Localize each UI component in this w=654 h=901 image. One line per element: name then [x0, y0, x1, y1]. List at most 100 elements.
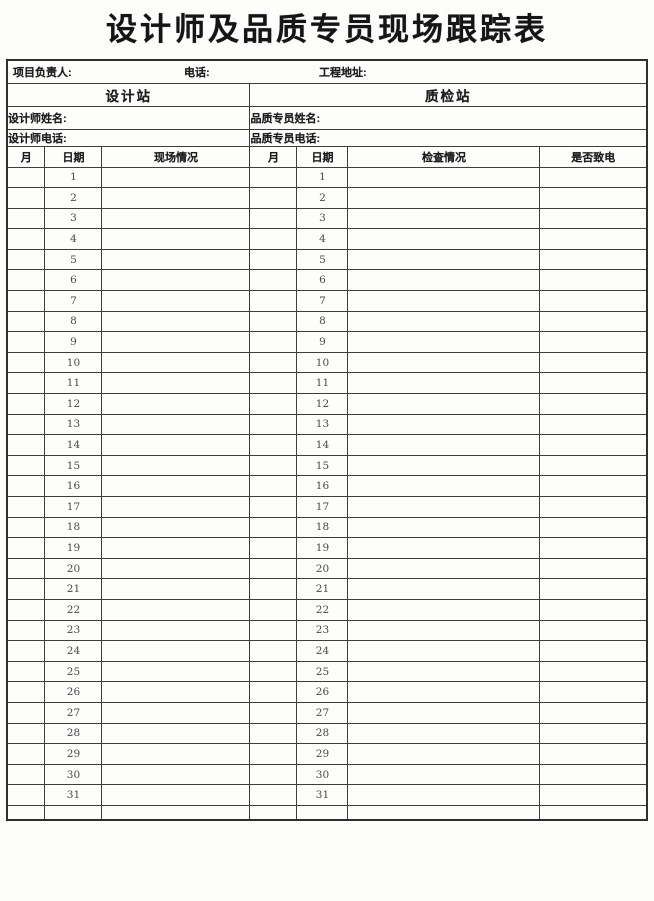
inspection-status-cell	[347, 804, 541, 821]
month-right-cell	[249, 207, 298, 230]
date-right-cell: 13	[296, 413, 349, 436]
date-right-cell: 25	[296, 660, 349, 683]
design-station-header: 设计站	[6, 82, 251, 107]
site-status-cell	[101, 537, 251, 559]
specialist-name-label: 品质专员姓名:	[249, 105, 648, 130]
month-right-cell	[249, 598, 298, 621]
site-status-cell	[101, 598, 251, 621]
month-left-cell	[6, 207, 46, 230]
date-left-cell: 28	[44, 722, 103, 745]
site-status-cell	[101, 393, 251, 415]
month-right-cell	[249, 248, 298, 271]
inspection-status-cell	[347, 372, 541, 395]
month-left-cell	[6, 228, 46, 250]
month-right-cell	[249, 269, 298, 292]
site-status-cell	[101, 722, 251, 745]
inspection-status-cell	[347, 578, 541, 600]
date-right-cell: 16	[296, 475, 349, 497]
month-right-cell	[249, 413, 298, 436]
date-right-cell: 3	[296, 207, 349, 230]
date-right-cell: 23	[296, 619, 349, 642]
date-left-cell: 29	[44, 743, 103, 765]
site-status-cell	[101, 454, 251, 477]
called-cell	[539, 207, 648, 230]
date-right-cell: 22	[296, 598, 349, 621]
day-row: 18 18	[6, 516, 648, 539]
called-cell	[539, 701, 648, 724]
month-right-cell	[249, 187, 298, 209]
date-left-cell: 14	[44, 434, 103, 456]
called-cell	[539, 434, 648, 456]
day-row: 31 31	[6, 784, 648, 806]
site-status-cell	[101, 372, 251, 395]
day-row: 24 24	[6, 640, 648, 662]
designer-name-label: 设计师姓名:	[6, 105, 251, 130]
date-left-cell: 19	[44, 537, 103, 559]
day-row: 20 20	[6, 557, 648, 580]
inspection-status-cell	[347, 537, 541, 559]
date-right-cell: 7	[296, 290, 349, 312]
called-cell	[539, 228, 648, 250]
month-left-cell	[6, 310, 46, 333]
day-row: 15 15	[6, 454, 648, 477]
date-left-cell: 10	[44, 351, 103, 374]
month-left-cell	[6, 681, 46, 703]
site-status-cell	[101, 619, 251, 642]
date-right-cell: 20	[296, 557, 349, 580]
day-row: 16 16	[6, 475, 648, 497]
site-status-cell	[101, 207, 251, 230]
date-left-cell: 16	[44, 475, 103, 497]
site-status-cell	[101, 351, 251, 374]
day-row: 26 26	[6, 681, 648, 703]
site-status-cell	[101, 269, 251, 292]
day-row: 29 29	[6, 743, 648, 765]
date-left-cell: 25	[44, 660, 103, 683]
date-right-cell: 11	[296, 372, 349, 395]
date-left-cell: 22	[44, 598, 103, 621]
month-left-cell	[6, 537, 46, 559]
project-manager-label: 项目负责人:	[12, 66, 72, 79]
month-left-cell	[6, 598, 46, 621]
day-row: 11 11	[6, 372, 648, 395]
date-left-cell: 11	[44, 372, 103, 395]
date-left-cell: 26	[44, 681, 103, 703]
inspection-status-cell	[347, 660, 541, 683]
month-right-cell	[249, 619, 298, 642]
date-right-cell: 29	[296, 743, 349, 765]
date-right-cell: 15	[296, 454, 349, 477]
day-row: 30 30	[6, 763, 648, 786]
inspection-status-cell	[347, 413, 541, 436]
inspection-status-cell	[347, 228, 541, 250]
inspection-status-cell	[347, 290, 541, 312]
inspection-status-cell	[347, 207, 541, 230]
col-month-left: 月	[6, 145, 46, 168]
called-cell	[539, 269, 648, 292]
called-cell	[539, 722, 648, 745]
date-right-cell: 31	[296, 784, 349, 806]
day-row: 28 28	[6, 722, 648, 745]
date-right-cell: 18	[296, 516, 349, 539]
date-right-cell: 24	[296, 640, 349, 662]
date-left-cell: 27	[44, 701, 103, 724]
col-site-status: 现场情况	[101, 145, 251, 168]
site-status-cell	[101, 310, 251, 333]
inspection-status-cell	[347, 598, 541, 621]
month-left-cell	[6, 496, 46, 518]
month-right-cell	[249, 578, 298, 600]
inspection-status-cell	[347, 496, 541, 518]
called-cell	[539, 166, 648, 189]
date-left-cell: 9	[44, 331, 103, 353]
phone-row: 设计师电话: 品质专员电话:	[6, 128, 648, 147]
date-right-cell: 30	[296, 763, 349, 786]
month-left-cell	[6, 290, 46, 312]
inspection-status-cell	[347, 743, 541, 765]
info-row: 项目负责人: 电话: 工程地址:	[6, 59, 648, 84]
day-row: 14 14	[6, 434, 648, 456]
month-right-cell	[249, 701, 298, 724]
inspection-status-cell	[347, 681, 541, 703]
inspection-status-cell	[347, 269, 541, 292]
station-header-row: 设计站 质检站	[6, 82, 648, 107]
